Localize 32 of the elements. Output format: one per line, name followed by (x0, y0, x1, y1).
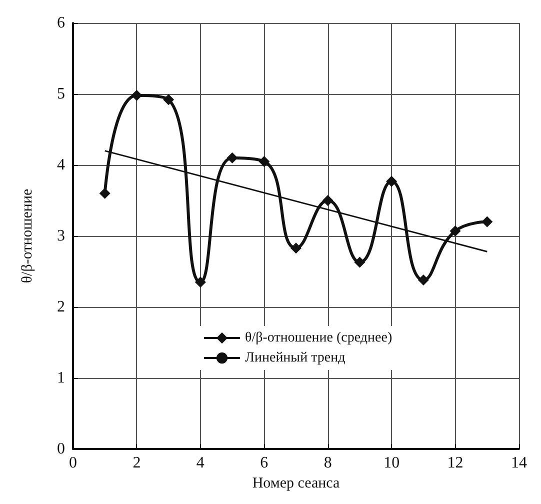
point (99, 188, 110, 199)
y-tick-label: 1 (57, 370, 65, 386)
y-tick-label: 3 (57, 228, 65, 244)
x-tick-label: 12 (447, 454, 464, 472)
point (482, 216, 493, 228)
y-axis-title: θ/β-отношение (20, 188, 36, 284)
x-tick-label: 0 (69, 454, 77, 472)
x-tick-label: 4 (196, 454, 204, 472)
point (258, 156, 270, 167)
point (322, 195, 334, 206)
y-tick-label: 5 (57, 86, 65, 102)
point (418, 274, 429, 286)
legend-label: Линейный тренд (245, 350, 346, 366)
x-axis-title: Номер сеанса (252, 475, 340, 492)
point (131, 90, 142, 101)
point (226, 152, 238, 164)
point (290, 242, 302, 254)
y-tick-label: 6 (57, 14, 65, 32)
point (386, 176, 398, 187)
x-tick-label: 2 (132, 454, 141, 472)
legend-label: θ/β-отношение (среднее) (245, 330, 392, 346)
x-tick-label: 14 (511, 454, 527, 472)
y-tick-label: 4 (57, 156, 65, 174)
point (450, 226, 461, 237)
x-tick-label: 10 (384, 454, 400, 472)
point (194, 276, 206, 288)
point (163, 94, 174, 106)
x-tick-label: 6 (260, 454, 268, 472)
x-tick-label: 8 (324, 454, 332, 472)
y-tick-label: 0 (57, 440, 65, 458)
point (354, 256, 366, 268)
y-tick-label: 2 (57, 298, 65, 316)
